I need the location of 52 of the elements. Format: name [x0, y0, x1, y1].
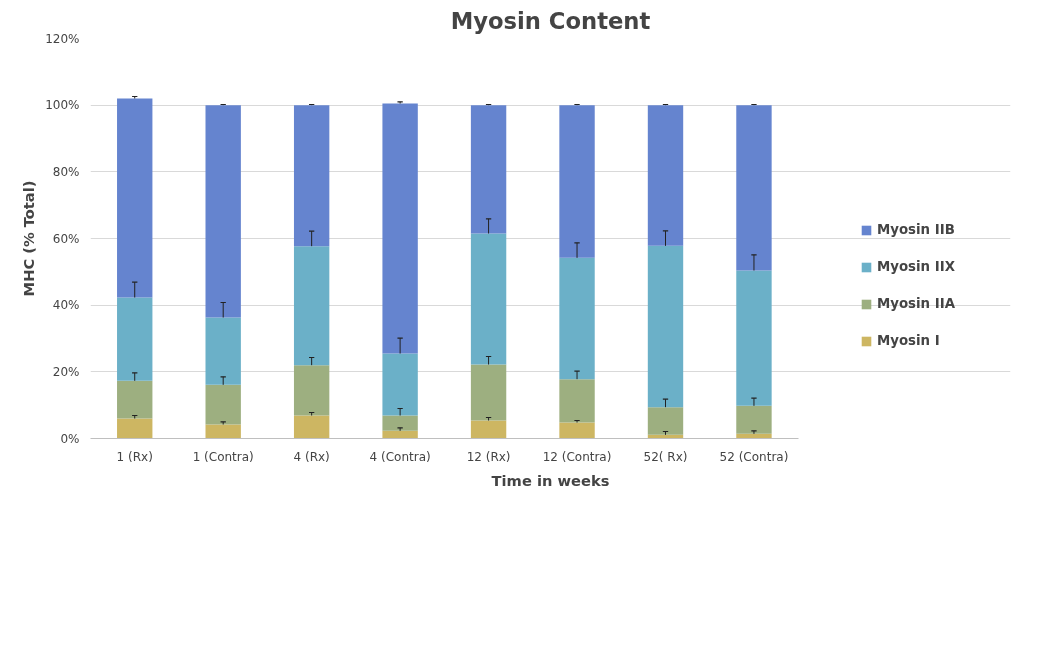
x-axis-title: Time in weeks	[491, 471, 610, 489]
legend-label: Myosin IIX	[877, 259, 955, 274]
bar	[117, 98, 153, 298]
bar	[117, 297, 153, 381]
bar	[559, 105, 595, 258]
x-tick-label: 12 (Rx)	[466, 449, 511, 464]
x-tick-label: 4 (Contra)	[369, 449, 431, 464]
bar	[293, 246, 330, 366]
bar	[736, 105, 772, 271]
y-tick-label: 40%	[52, 298, 80, 313]
bar	[470, 233, 507, 365]
y-axis-title: MHC (% Total)	[20, 180, 38, 297]
bar	[205, 384, 241, 425]
y-tick-label: 0%	[60, 431, 80, 446]
bar	[736, 405, 772, 434]
bar	[205, 317, 241, 385]
x-tick-label: 12 (Contra)	[542, 449, 612, 464]
bar	[382, 103, 418, 354]
bar	[559, 422, 595, 439]
y-tick-label: 60%	[52, 231, 80, 246]
chart-title: Myosin Content	[450, 7, 651, 34]
x-tick-label: 4 (Rx)	[293, 449, 330, 464]
bar	[559, 257, 595, 380]
bar	[647, 245, 684, 408]
bar	[382, 415, 418, 431]
bar	[647, 407, 684, 435]
legend-label: Myosin I	[877, 333, 940, 348]
bar	[117, 418, 153, 439]
bar	[293, 415, 330, 439]
bar	[293, 105, 330, 247]
legend-label: Myosin IIB	[877, 222, 955, 237]
bar	[559, 379, 595, 423]
bar	[117, 380, 153, 419]
bar	[470, 364, 507, 421]
bar	[470, 420, 507, 439]
x-tick-label: 52( Rx)	[643, 449, 688, 464]
bar	[470, 105, 507, 234]
x-tick-label: 1 (Contra)	[192, 449, 254, 464]
y-tick-label: 120%	[45, 31, 80, 46]
bar	[736, 270, 772, 406]
bar	[205, 105, 241, 318]
bar	[293, 365, 330, 416]
x-tick-label: 1 (Rx)	[116, 449, 153, 464]
x-tick-label: 52 (Contra)	[719, 449, 789, 464]
legend-label: Myosin IIA	[877, 296, 955, 311]
bar	[382, 353, 418, 416]
bar	[205, 424, 241, 439]
y-tick-label: 20%	[52, 364, 80, 379]
y-tick-label: 80%	[52, 164, 80, 179]
bar	[647, 105, 684, 246]
bar	[382, 430, 418, 439]
y-tick-label: 100%	[45, 98, 80, 113]
